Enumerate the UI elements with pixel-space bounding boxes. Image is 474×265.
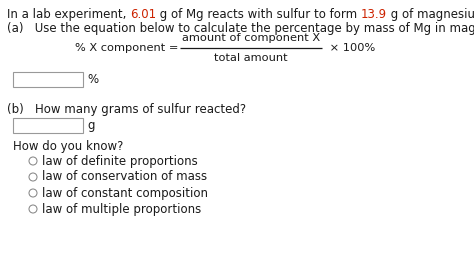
Text: (b)   How many grams of sulfur reacted?: (b) How many grams of sulfur reacted? bbox=[7, 103, 246, 116]
Text: law of multiple proportions: law of multiple proportions bbox=[42, 202, 201, 215]
Text: How do you know?: How do you know? bbox=[13, 140, 123, 153]
Text: law of constant composition: law of constant composition bbox=[42, 187, 208, 200]
Text: law of definite proportions: law of definite proportions bbox=[42, 154, 198, 167]
Text: × 100%: × 100% bbox=[326, 43, 375, 53]
Text: amount of component X: amount of component X bbox=[182, 33, 320, 43]
Text: (a)   Use the equation below to calculate the percentage by mass of Mg in magnes: (a) Use the equation below to calculate … bbox=[7, 22, 474, 35]
Text: % X component =: % X component = bbox=[75, 43, 182, 53]
Text: g of Mg reacts with sulfur to form: g of Mg reacts with sulfur to form bbox=[156, 8, 361, 21]
Text: law of conservation of mass: law of conservation of mass bbox=[42, 170, 207, 183]
Bar bbox=[13, 118, 83, 133]
Text: 6.01: 6.01 bbox=[130, 8, 156, 21]
Text: %: % bbox=[87, 73, 98, 86]
Text: In a lab experiment,: In a lab experiment, bbox=[7, 8, 130, 21]
Text: total amount: total amount bbox=[214, 53, 288, 63]
Text: 13.9: 13.9 bbox=[361, 8, 387, 21]
Text: g of magnesium sulfide.: g of magnesium sulfide. bbox=[387, 8, 474, 21]
Bar bbox=[13, 72, 83, 87]
Text: g: g bbox=[87, 119, 94, 132]
